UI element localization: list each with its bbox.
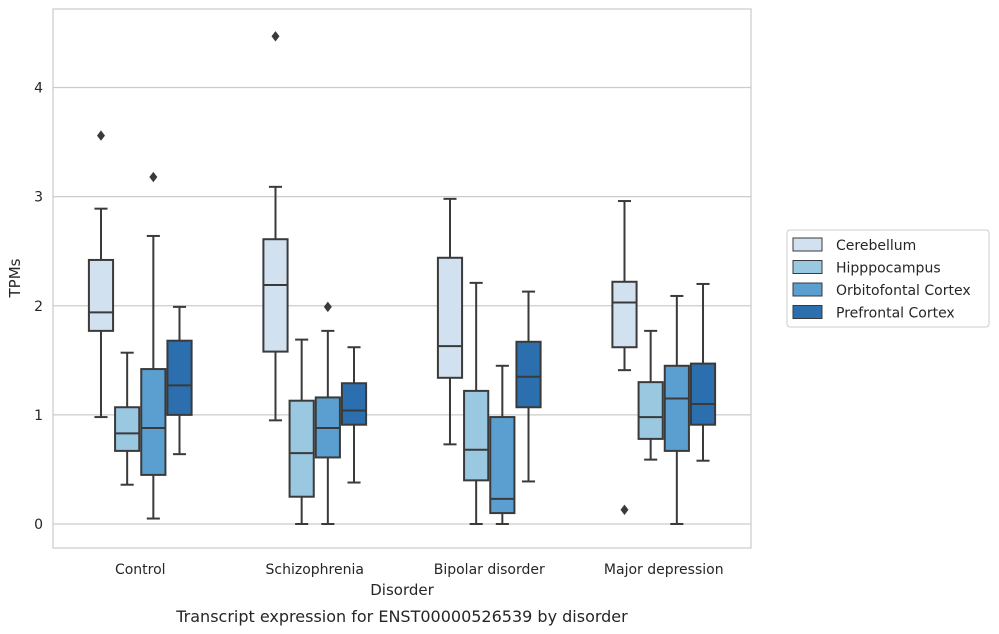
legend-swatch (792, 260, 823, 274)
legend: Cerebellum Hipppocampus Orbitofontal Corte… (786, 229, 990, 328)
x-axis-ticks: Control Schizophrenia Bipolar disorder Majo… (115, 562, 724, 578)
box (340, 346, 368, 484)
y-tick-label: 4 (34, 81, 43, 97)
box (114, 351, 141, 486)
box-body (288, 399, 315, 498)
box (637, 329, 664, 461)
box-body (140, 368, 167, 476)
box-body (663, 364, 690, 452)
y-tick-label: 2 (34, 299, 43, 315)
box-body (262, 238, 289, 353)
box-body (689, 362, 717, 426)
box-body (463, 389, 490, 482)
x-tick-label: Control (115, 562, 166, 578)
legend-swatch (792, 282, 823, 297)
y-axis-ticks: 0 1 2 3 4 (34, 81, 43, 533)
box (663, 294, 690, 525)
y-tick-label: 0 (34, 517, 43, 533)
x-tick-label: Schizophrenia (266, 562, 364, 578)
box (140, 171, 167, 520)
box (166, 305, 193, 456)
outlier-point (149, 171, 158, 183)
box (489, 364, 516, 525)
box-body (637, 381, 664, 440)
box-body (489, 416, 516, 515)
box (515, 290, 542, 483)
chart-caption: Transcript expression for ENST0000052653… (175, 607, 628, 626)
y-tick-label: 1 (34, 408, 43, 424)
box-body (340, 382, 368, 426)
legend-label: Hipppocampus (836, 261, 941, 277)
legend-frame (786, 229, 990, 328)
x-axis-label: Disorder (370, 581, 434, 599)
box-body (611, 280, 638, 349)
plot-background (53, 9, 751, 548)
outlier-point (323, 301, 332, 313)
legend-label: Cerebellum (836, 238, 916, 254)
box-body (114, 406, 141, 452)
legend-swatch (792, 305, 823, 319)
box (611, 200, 638, 516)
y-tick-label: 3 (34, 190, 43, 206)
outlier-point (271, 31, 280, 42)
box (87, 130, 115, 419)
box (689, 282, 717, 462)
outlier-point (96, 130, 105, 141)
box-body (515, 340, 542, 409)
y-axis-label: TPMs (6, 258, 24, 298)
legend-swatch (792, 237, 823, 252)
box (288, 338, 315, 525)
plot-frame (52, 8, 752, 549)
x-tick-label: Bipolar disorder (434, 562, 545, 578)
box-body (166, 339, 193, 416)
box (314, 301, 341, 525)
box (463, 281, 490, 525)
box (436, 197, 464, 446)
box (262, 31, 289, 422)
x-tick-label: Major depression (604, 562, 724, 578)
legend-label: Prefrontal Cortex (836, 306, 955, 322)
box-body (87, 258, 115, 332)
legend-label: Orbitofontal Cortex (836, 283, 971, 299)
box-body (436, 256, 464, 379)
box-series (87, 31, 717, 525)
outlier-point (620, 504, 629, 516)
